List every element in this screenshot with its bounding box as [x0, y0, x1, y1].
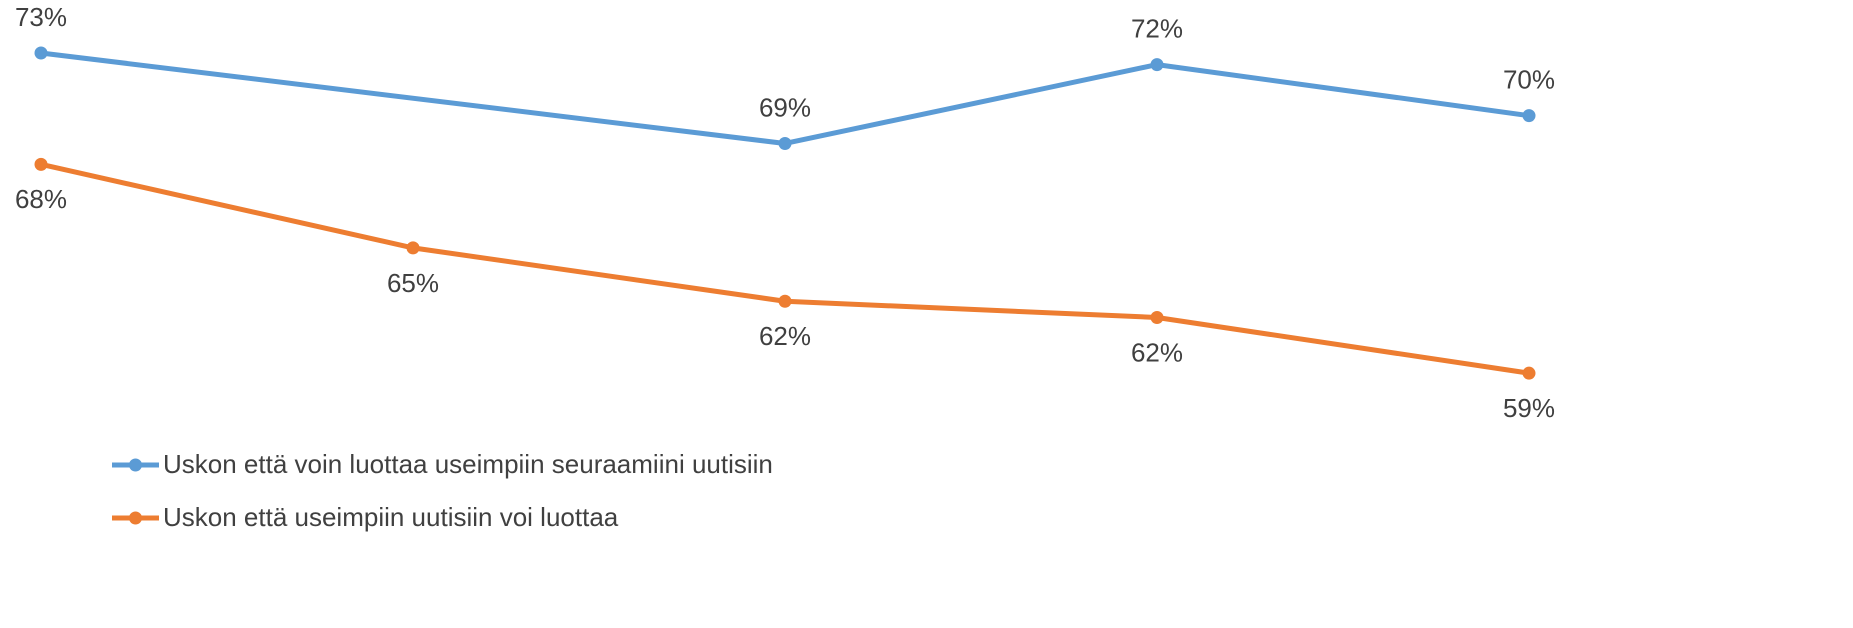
marker: [34, 157, 48, 171]
marker: [778, 136, 792, 150]
marker: [34, 46, 48, 60]
data-label: 62%: [759, 321, 811, 351]
data-label: 70%: [1503, 65, 1555, 95]
data-label: 68%: [15, 184, 67, 214]
legend-marker: [129, 511, 142, 525]
marker: [1150, 310, 1164, 324]
marker: [1150, 58, 1164, 72]
legend-marker: [129, 458, 142, 472]
data-label: 69%: [759, 92, 811, 122]
legend-label: Uskon että voin luottaa useimpiin seuraa…: [163, 449, 773, 479]
data-label: 72%: [1131, 13, 1183, 43]
marker: [1522, 109, 1536, 123]
marker: [778, 294, 792, 308]
series-line: [784, 62, 1530, 146]
marker: [1522, 366, 1536, 380]
gap-connector: [40, 50, 786, 146]
data-label: 73%: [15, 2, 67, 32]
legend-label: Uskon että useimpiin uutisiin voi luotta…: [163, 502, 619, 532]
marker: [406, 241, 420, 255]
data-label: 65%: [387, 268, 439, 298]
data-label: 59%: [1503, 393, 1555, 423]
data-label: 62%: [1131, 337, 1183, 367]
